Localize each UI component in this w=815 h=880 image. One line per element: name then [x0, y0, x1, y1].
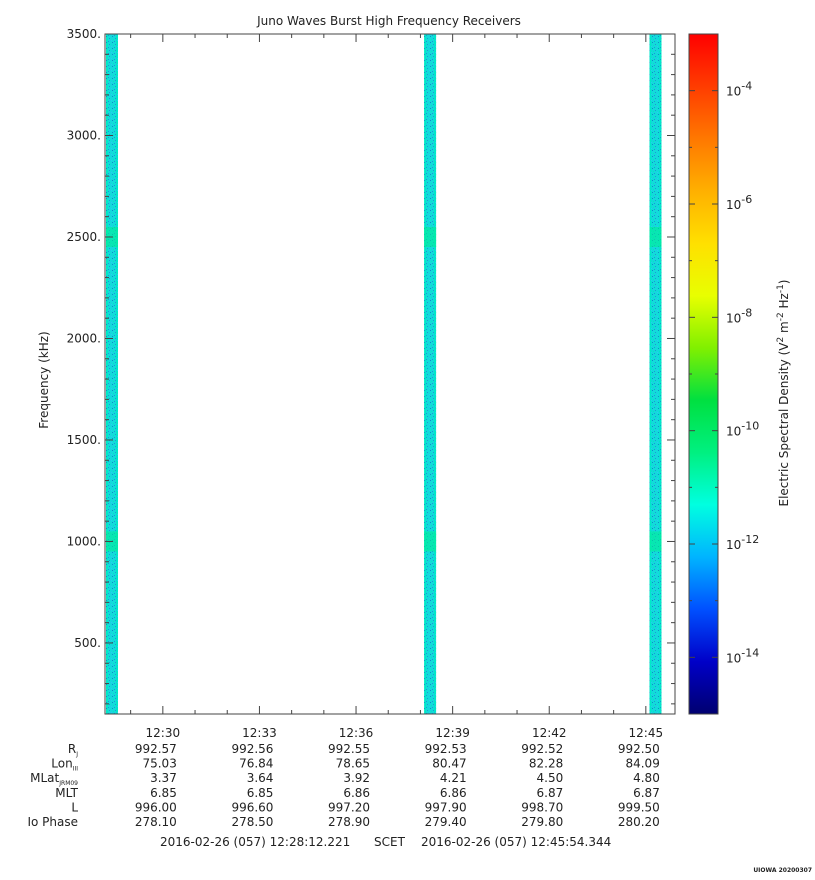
colorbar-tick-label: 10-4: [726, 80, 752, 99]
ephemeris-row-label: LonIII: [51, 757, 78, 773]
ephemeris-value: 999.50: [618, 800, 660, 814]
x-tick-label: 12:33: [242, 726, 277, 740]
burst-column-2: [649, 34, 662, 714]
ephemeris-value: 3.37: [150, 771, 177, 785]
ephemeris-value: 992.56: [231, 742, 273, 756]
ephemeris-value: 84.09: [625, 757, 659, 771]
ephemeris-value: 80.47: [432, 757, 466, 771]
y-axis-label: Frequency (kHz): [37, 331, 51, 428]
ephemeris-row-label: RJ: [68, 742, 78, 758]
ephemeris-table: RJ 992.57 992.56 992.55 992.53 992.52 992.50 Lo…: [27, 742, 659, 829]
ephemeris-value: 6.87: [537, 786, 564, 800]
ephemeris-value: 992.50: [618, 742, 660, 756]
ephemeris-value: 78.65: [336, 757, 370, 771]
ephemeris-value: 997.90: [425, 800, 467, 814]
ephemeris-row-label: MLT: [55, 786, 78, 800]
credit-stamp: UIOWA 20200307: [753, 867, 812, 874]
y-tick-label: 3500.: [67, 27, 101, 41]
x-tick-label: 12:42: [532, 726, 567, 740]
ephemeris-value: 4.21: [440, 771, 467, 785]
colorbar-tick-label: 10-10: [726, 420, 759, 439]
ephemeris-value: 992.55: [328, 742, 370, 756]
footer-end-time: 2016-02-26 (057) 12:45:54.344: [421, 835, 611, 849]
chart-title: Juno Waves Burst High Frequency Receiver…: [256, 14, 521, 28]
colorbar-tick-label: 10-12: [726, 533, 759, 552]
burst-band: [424, 531, 437, 552]
ephemeris-value: 82.28: [529, 757, 563, 771]
ephemeris-value: 278.50: [231, 815, 273, 829]
x-axis: 12:30 12:33 12:36 12:39 12:42 12:45: [130, 34, 664, 740]
ephemeris-value: 998.70: [521, 800, 563, 814]
y-tick-label: 2500.: [67, 230, 101, 244]
footer-start-time: 2016-02-26 (057) 12:28:12.221: [160, 835, 350, 849]
plot-frame: [104, 33, 676, 715]
ephemeris-value: 4.50: [537, 771, 564, 785]
colorbar-ticks: 10-4 10-6 10-8 10-10 10-12 10-14: [689, 33, 759, 715]
burst-band: [649, 531, 662, 552]
ephemeris-value: 3.64: [247, 771, 274, 785]
colorbar: 10-4 10-6 10-8 10-10 10-12 10-14 Electric Spe…: [688, 33, 791, 715]
ephemeris-value: 6.86: [343, 786, 370, 800]
bursts-layer: [106, 34, 662, 714]
ephemeris-value: 75.03: [142, 757, 176, 771]
footer-scet-label: SCET: [374, 835, 406, 849]
ephemeris-value: 6.87: [633, 786, 660, 800]
burst-noise: [424, 34, 437, 714]
burst-noise: [649, 34, 662, 714]
ephemeris-row-label: MLatJRM09: [30, 771, 78, 787]
ephemeris-value: 278.10: [135, 815, 177, 829]
y-tick-label: 2000.: [67, 331, 101, 345]
ephemeris-value: 997.20: [328, 800, 370, 814]
x-tick-label: 12:30: [146, 726, 181, 740]
x-tick-label: 12:45: [629, 726, 664, 740]
y-axis: 500. 1000. 1500. 2000. 2500. 3000. 3500.: [67, 27, 675, 705]
ephemeris-value: 4.80: [633, 771, 660, 785]
burst-band: [649, 226, 662, 247]
ephemeris-value: 992.53: [425, 742, 467, 756]
burst-column-1: [424, 34, 437, 714]
ephemeris-value: 3.92: [343, 771, 370, 785]
burst-noise: [106, 34, 118, 714]
y-tick-label: 500.: [74, 636, 101, 650]
colorbar-fill: [688, 33, 719, 715]
colorbar-tick-label: 10-14: [726, 646, 759, 665]
ephemeris-value: 996.60: [231, 800, 273, 814]
ephemeris-value: 6.85: [247, 786, 274, 800]
colorbar-label: Electric Spectral Density (V2 m-2 Hz-1): [776, 279, 791, 506]
ephemeris-value: 76.84: [239, 757, 273, 771]
ephemeris-value: 992.52: [521, 742, 563, 756]
ephemeris-value: 6.86: [440, 786, 467, 800]
ephemeris-value: 279.80: [521, 815, 563, 829]
x-tick-label: 12:36: [339, 726, 374, 740]
time-range-footer: 2016-02-26 (057) 12:28:12.221 SCET 2016-…: [160, 835, 611, 849]
ephemeris-value: 278.90: [328, 815, 370, 829]
colorbar-tick-label: 10-8: [726, 306, 752, 325]
y-tick-label: 1000.: [67, 534, 101, 548]
ephemeris-row-label: Io Phase: [27, 815, 78, 829]
ephemeris-value: 280.20: [618, 815, 660, 829]
y-tick-label: 1500.: [67, 433, 101, 447]
burst-band: [424, 226, 437, 247]
burst-column-0: [106, 34, 118, 714]
ephemeris-row-label: L: [71, 800, 78, 814]
ephemeris-value: 6.85: [150, 786, 177, 800]
colorbar-tick-label: 10-6: [726, 193, 752, 212]
ephemeris-value: 279.40: [425, 815, 467, 829]
x-tick-label: 12:39: [435, 726, 470, 740]
ephemeris-value: 996.00: [135, 800, 177, 814]
y-tick-label: 3000.: [67, 128, 101, 142]
ephemeris-value: 992.57: [135, 742, 177, 756]
